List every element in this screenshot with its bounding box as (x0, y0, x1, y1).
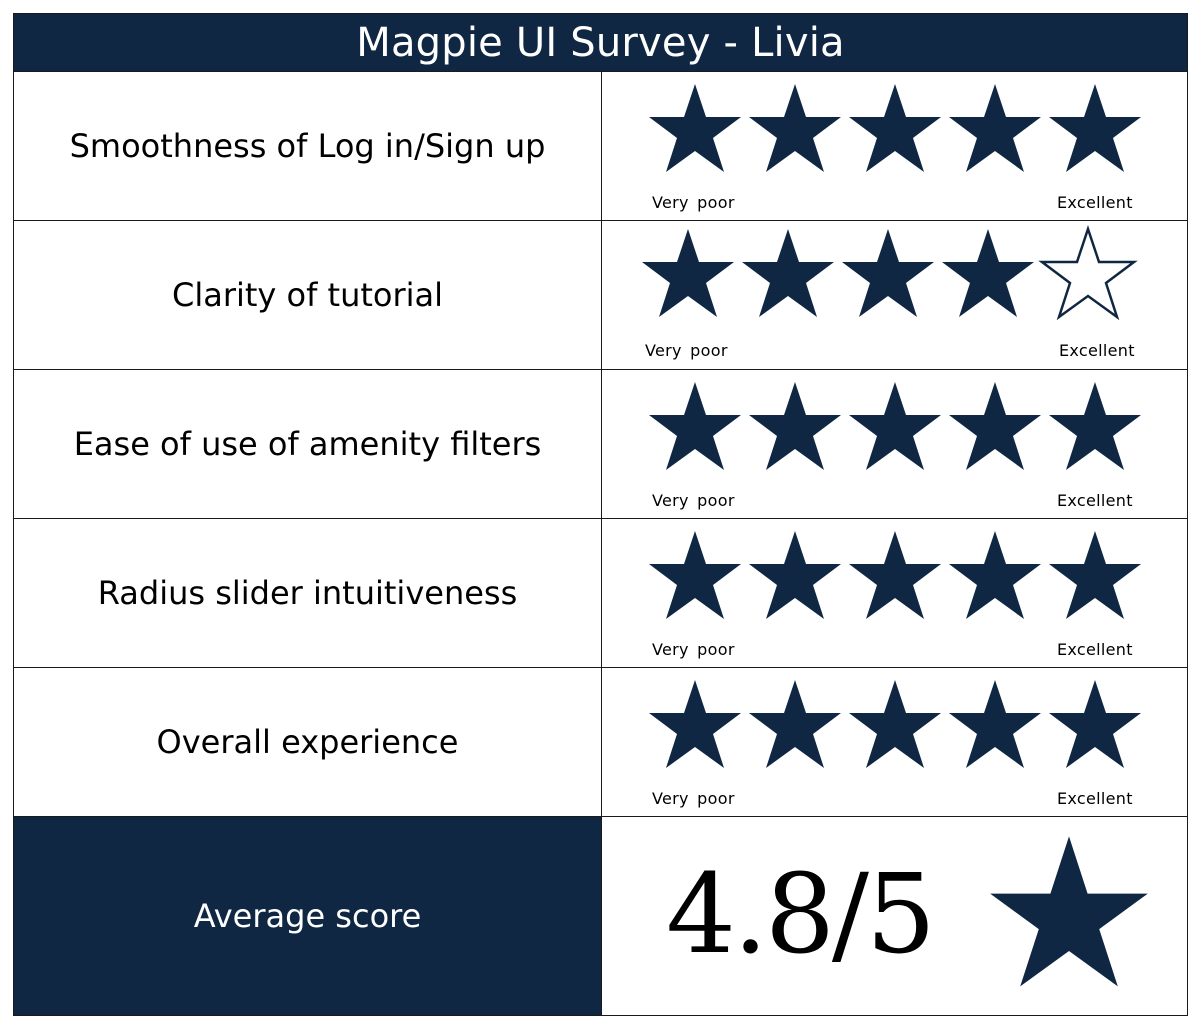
star-rating[interactable]: Very poor Excellent (602, 370, 1187, 518)
star-filled-icon[interactable] (945, 80, 1045, 180)
star-filled-icon[interactable] (1045, 527, 1145, 627)
star-icon (990, 836, 1148, 987)
star-filled-icon[interactable] (845, 676, 945, 776)
star-filled-icon[interactable] (945, 378, 1045, 478)
star-filled-icon[interactable] (645, 676, 745, 776)
star-filled-icon[interactable] (745, 378, 845, 478)
scale-low-label: Very poor (652, 491, 735, 510)
star-filled-icon[interactable] (845, 80, 945, 180)
star-filled-icon[interactable] (745, 80, 845, 180)
scale-high-label: Excellent (1059, 341, 1135, 360)
star-filled-icon[interactable] (745, 527, 845, 627)
question-label: Clarity of tutorial (14, 221, 602, 369)
star-filled-icon[interactable] (1045, 676, 1145, 776)
scale-high-label: Excellent (1057, 193, 1133, 212)
scale-low-label: Very poor (652, 789, 735, 808)
star-filled-icon[interactable] (638, 225, 738, 325)
average-score-cell: 4.8/5 (602, 817, 1187, 1015)
question-label: Overall experience (14, 668, 602, 816)
scale-low-label: Very poor (652, 193, 735, 212)
stars-group (645, 378, 1145, 478)
question-label: Ease of use of amenity filters (14, 370, 602, 518)
question-row: Clarity of tutorial Very poor Excellent (14, 221, 1187, 370)
scale-high-label: Excellent (1057, 789, 1133, 808)
average-score-value: 4.8/5 (666, 850, 936, 978)
scale-high-label: Excellent (1057, 491, 1133, 510)
star-rating[interactable]: Very poor Excellent (602, 221, 1187, 369)
survey-title: Magpie UI Survey - Livia (14, 14, 1187, 72)
star-filled-icon[interactable] (1045, 378, 1145, 478)
star-filled-icon[interactable] (1045, 80, 1145, 180)
survey-card: Magpie UI Survey - Livia Smoothness of L… (13, 13, 1188, 1016)
question-row: Radius slider intuitiveness Very poor Ex… (14, 519, 1187, 668)
star-filled-icon[interactable] (645, 527, 745, 627)
stars-group (645, 80, 1145, 180)
stars-group (645, 676, 1145, 776)
scale-low-label: Very poor (652, 640, 735, 659)
star-empty-icon[interactable] (1038, 225, 1138, 325)
star-rating[interactable]: Very poor Excellent (602, 72, 1187, 220)
scale-high-label: Excellent (1057, 640, 1133, 659)
question-label: Smoothness of Log in/Sign up (14, 72, 602, 220)
star-filled-icon[interactable] (738, 225, 838, 325)
question-row: Smoothness of Log in/Sign up Very poor E… (14, 72, 1187, 221)
star-rating[interactable]: Very poor Excellent (602, 668, 1187, 816)
average-score-row: Average score 4.8/5 (14, 817, 1187, 1015)
star-filled-icon[interactable] (645, 80, 745, 180)
star-filled-icon[interactable] (845, 527, 945, 627)
star-filled-icon[interactable] (945, 676, 1045, 776)
star-filled-icon[interactable] (845, 378, 945, 478)
question-label: Radius slider intuitiveness (14, 519, 602, 667)
star-filled-icon[interactable] (745, 676, 845, 776)
stars-group (645, 527, 1145, 627)
average-score-label: Average score (14, 817, 602, 1015)
question-row: Ease of use of amenity filters Very poor… (14, 370, 1187, 519)
scale-low-label: Very poor (645, 341, 728, 360)
star-filled-icon[interactable] (838, 225, 938, 325)
question-row: Overall experience Very poor Excellent (14, 668, 1187, 817)
star-filled-icon[interactable] (645, 378, 745, 478)
star-filled-icon[interactable] (938, 225, 1038, 325)
stars-group (638, 225, 1138, 325)
star-filled-icon[interactable] (945, 527, 1045, 627)
star-rating[interactable]: Very poor Excellent (602, 519, 1187, 667)
